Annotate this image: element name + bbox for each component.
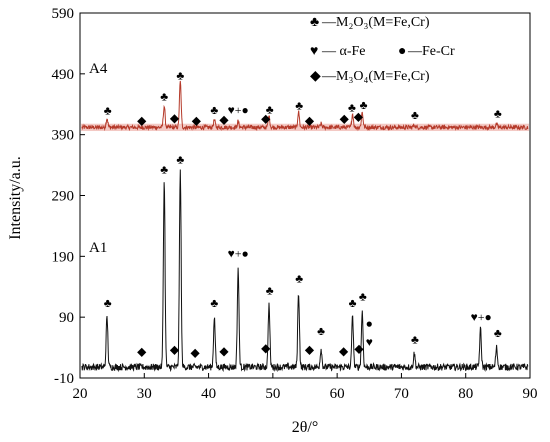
- phase-marker: ♣: [349, 296, 357, 310]
- phase-marker: ♣: [266, 284, 274, 298]
- phase-marker: ◆: [170, 111, 180, 125]
- phase-marker: ♣: [104, 296, 112, 310]
- phase-marker: ♣: [210, 296, 218, 310]
- x-tick-label: 80: [458, 386, 473, 402]
- legend-symbol-fe-cr: ●: [398, 44, 406, 59]
- phase-marker: ♣: [359, 290, 367, 304]
- phase-marker: ♥+●: [228, 247, 249, 261]
- phase-marker: ♥+●: [471, 310, 492, 324]
- phase-marker: ♣: [160, 90, 168, 104]
- phase-marker: ♣: [266, 102, 274, 116]
- phase-marker: ♣: [360, 98, 368, 112]
- phase-marker: ♣: [295, 271, 303, 285]
- phase-marker: ♣: [210, 103, 218, 117]
- y-tick-label: 90: [59, 310, 74, 326]
- phase-marker: ◆: [219, 344, 229, 358]
- phase-marker: ♣: [317, 324, 325, 338]
- phase-marker: ♣: [176, 68, 184, 82]
- phase-marker: ◆: [190, 346, 200, 360]
- legend-label-m2o3: —M₂O₃(M=Fe,Cr): [321, 15, 430, 30]
- phase-marker: ◆: [340, 112, 350, 126]
- x-tick-label: 40: [201, 386, 216, 402]
- y-tick-label: 590: [52, 6, 75, 22]
- phase-marker: ◆: [137, 344, 147, 358]
- legend-label-fe-cr: —Fe-Cr: [407, 44, 455, 59]
- series-line-a1: [81, 169, 529, 373]
- x-tick-label: 50: [265, 386, 280, 402]
- phase-marker: ◆: [305, 343, 315, 357]
- series-label-a4: A4: [89, 61, 108, 77]
- phase-marker: ♥+●: [228, 103, 249, 117]
- y-tick-label: 390: [52, 128, 75, 144]
- legend-symbol-alpha-fe: ♥: [310, 44, 318, 59]
- x-tick-label: 70: [394, 386, 409, 402]
- y-tick-label: -10: [54, 371, 74, 387]
- series-label-a1: A1: [89, 240, 107, 256]
- phase-marker: ◆: [261, 341, 271, 355]
- phase-marker: ◆: [305, 113, 315, 127]
- phase-marker: ♣: [411, 332, 419, 346]
- phase-marker: ♣: [348, 101, 356, 115]
- x-tick-label: 90: [523, 386, 538, 402]
- series-line-a4: [81, 80, 529, 132]
- y-tick-label: 290: [52, 189, 75, 205]
- phase-marker: ◆: [137, 113, 147, 127]
- phase-marker: ♣: [494, 326, 502, 340]
- phase-marker: ♣: [295, 99, 303, 113]
- phase-marker: ◆: [219, 113, 229, 127]
- x-tick-label: 30: [137, 386, 152, 402]
- phase-marker: ●: [366, 317, 373, 331]
- x-tick-label: 20: [73, 386, 88, 402]
- phase-marker: ◆: [261, 112, 271, 126]
- phase-marker: ◆: [192, 113, 202, 127]
- legend: ♣ —M₂O₃(M=Fe,Cr) ♥ — α-Fe ● —Fe-Cr ◆ —M₃…: [310, 15, 455, 84]
- y-tick-label: 190: [52, 249, 75, 265]
- phase-marker: ♣: [176, 152, 184, 166]
- phase-marker: ◆: [170, 343, 180, 357]
- x-axis-title: 2θ/°: [292, 419, 319, 436]
- phase-marker: ♣: [160, 163, 168, 177]
- phase-marker: ◆: [339, 344, 349, 358]
- y-tick-label: 490: [52, 67, 75, 83]
- legend-symbol-m3o4: ◆: [310, 69, 321, 84]
- phase-marker: ♥: [366, 335, 373, 349]
- phase-marker: ◆: [354, 341, 364, 355]
- phase-marker: ◆: [354, 110, 364, 124]
- legend-label-alpha-fe: — α-Fe: [321, 44, 366, 59]
- phase-marker: ♣: [494, 107, 502, 121]
- phase-marker: ♣: [104, 104, 112, 118]
- phase-marker: ♣: [411, 108, 419, 122]
- legend-symbol-m2o3: ♣: [310, 15, 319, 30]
- plot-frame: [79, 12, 531, 379]
- x-tick-label: 60: [330, 386, 345, 402]
- y-axis-title: Intensity/a.u.: [7, 156, 24, 240]
- legend-label-m3o4: —M₃O₄(M=Fe,Cr): [321, 69, 430, 84]
